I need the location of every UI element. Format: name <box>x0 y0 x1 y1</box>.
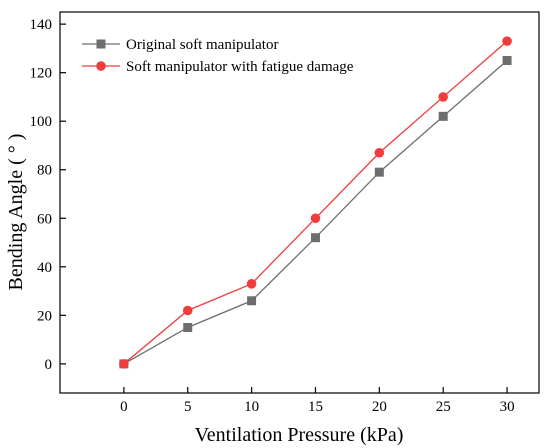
data-point <box>310 233 320 243</box>
x-tick-label: 25 <box>436 399 451 415</box>
legend-item: Soft manipulator with fatigue damage <box>82 59 354 75</box>
data-point <box>310 213 321 224</box>
y-tick-label: 40 <box>37 260 52 276</box>
x-tick-label: 20 <box>372 399 387 415</box>
y-tick-label: 140 <box>30 17 53 33</box>
y-axis-title: Bending Angle ( ° ) <box>5 134 27 291</box>
y-tick-label: 0 <box>45 357 53 373</box>
data-point <box>374 167 384 177</box>
x-tick-label: 10 <box>244 399 259 415</box>
data-point <box>183 322 193 332</box>
plot-frame <box>59 11 540 394</box>
legend-marker <box>96 39 106 49</box>
series-line <box>123 40 508 365</box>
data-point <box>182 305 193 316</box>
series-1 <box>119 56 512 369</box>
data-point <box>438 92 449 102</box>
legend-item: Original soft manipulator <box>82 37 278 53</box>
x-axis-ticks: 0 5 10 15 20 25 30 <box>120 387 515 415</box>
legend: Original soft manipulator Soft manipulato… <box>82 37 354 75</box>
data-point <box>246 278 257 289</box>
data-point <box>119 359 129 369</box>
y-tick-label: 120 <box>30 66 53 82</box>
data-point <box>502 56 512 66</box>
y-axis-ticks: 0 20 40 60 80 100 120 140 <box>30 17 66 373</box>
data-point <box>247 296 257 306</box>
series-layer <box>119 36 512 369</box>
x-tick-label: 15 <box>308 399 323 415</box>
x-tick-label: 30 <box>500 399 515 415</box>
data-point <box>502 36 512 46</box>
x-axis-title: Ventilation Pressure (kPa) <box>195 424 404 446</box>
y-tick-label: 100 <box>30 114 53 130</box>
series-2 <box>119 36 512 369</box>
legend-label: Original soft manipulator <box>126 37 278 53</box>
y-tick-label: 60 <box>37 211 52 227</box>
x-tick-label: 5 <box>184 399 192 415</box>
data-point <box>374 147 385 158</box>
legend-label: Soft manipulator with fatigue damage <box>126 59 354 75</box>
y-tick-label: 20 <box>37 308 52 324</box>
legend-marker <box>96 61 106 71</box>
data-point <box>438 111 448 121</box>
x-tick-label: 0 <box>120 399 128 415</box>
series-line <box>123 60 508 365</box>
y-tick-label: 80 <box>37 163 52 179</box>
